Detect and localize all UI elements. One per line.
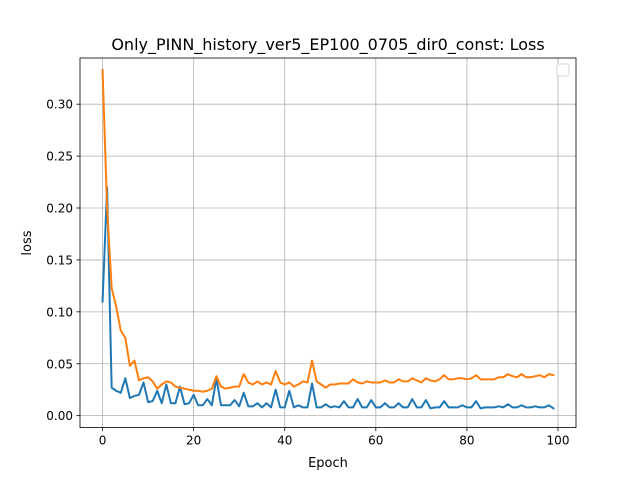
chart-title: Only_PINN_history_ver5_EP100_0705_dir0_c… [111,35,544,55]
plot-frame [79,57,577,429]
x-tick-label: 0 [99,434,107,448]
y-tick-label: 0.00 [46,409,73,423]
plot-area [80,58,576,428]
ticks: 0 20 40 60 80 100 0.00 0.05 0.10 0.15 0.20 0.25 0.30 [46,98,569,448]
series-line-1 [101,186,555,410]
x-tick-label: 40 [277,434,292,448]
legend-box [556,63,570,77]
grid [80,58,576,428]
x-tick-label: 80 [459,434,474,448]
series-lines [101,68,555,410]
y-tick-label: 0.10 [46,305,73,319]
y-axis-label: loss [20,230,35,255]
y-tick-label: 0.20 [46,202,73,216]
y-tick-label: 0.15 [46,253,73,267]
x-tick-label: 20 [186,434,201,448]
x-tick-label: 100 [547,434,570,448]
series-line-2 [101,68,555,393]
y-tick-label: 0.30 [46,98,73,112]
x-tick-label: 60 [368,434,383,448]
y-tick-label: 0.25 [46,150,73,164]
y-tick-label: 0.05 [46,357,73,371]
x-axis-label: Epoch [308,456,348,471]
